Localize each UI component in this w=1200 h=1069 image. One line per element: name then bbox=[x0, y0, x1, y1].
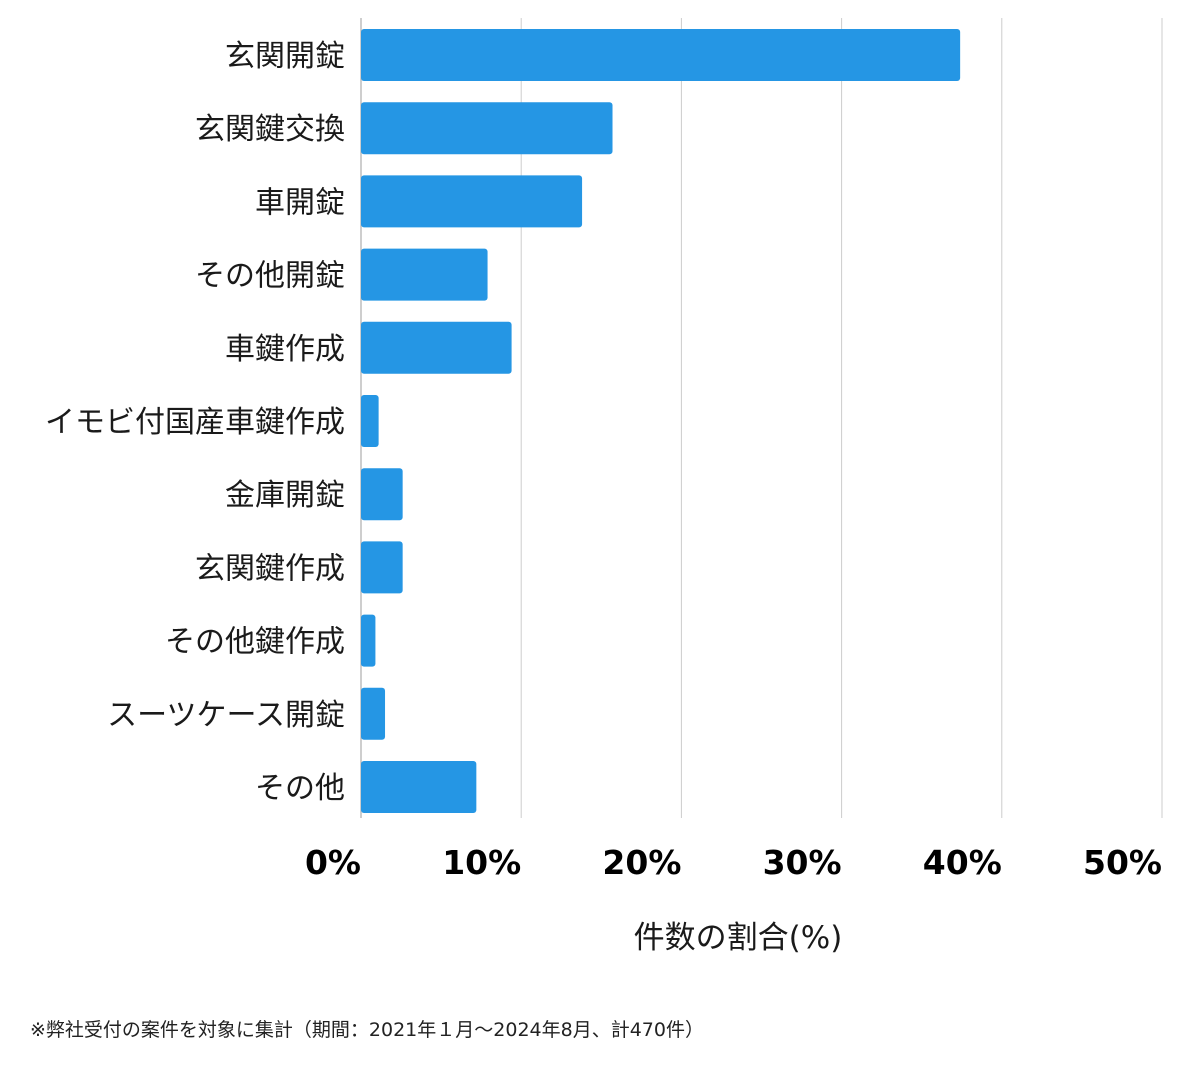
footnote: ※弊社受付の案件を対象に集計（期間：2021年１月〜2024年8月、計470件） bbox=[30, 1019, 704, 1041]
category-label: 玄関開錠 bbox=[225, 39, 345, 74]
bar-1 bbox=[361, 102, 613, 155]
x-tick-label: 0% bbox=[305, 843, 361, 882]
x-tick-label: 40% bbox=[923, 843, 1002, 882]
category-label: イモビ付国産車鍵作成 bbox=[45, 405, 345, 440]
category-label: その他開錠 bbox=[195, 259, 345, 294]
category-label: 玄関鍵作成 bbox=[195, 551, 345, 586]
category-label: その他 bbox=[255, 771, 345, 806]
category-label: 金庫開錠 bbox=[225, 478, 345, 513]
bar-10 bbox=[361, 761, 477, 813]
bar-8 bbox=[361, 614, 376, 667]
category-label: 玄関鍵交換 bbox=[195, 112, 345, 147]
x-tick-label: 20% bbox=[602, 843, 681, 882]
bar-7 bbox=[361, 541, 403, 594]
bar-0 bbox=[361, 29, 961, 81]
bars bbox=[361, 29, 961, 813]
x-tick-label: 50% bbox=[1083, 843, 1162, 882]
category-label: 車鍵作成 bbox=[225, 332, 345, 367]
x-tick-label: 10% bbox=[442, 843, 521, 882]
bar-2 bbox=[361, 175, 583, 228]
category-label: その他鍵作成 bbox=[165, 625, 345, 660]
category-label: スーツケース開錠 bbox=[107, 698, 345, 733]
category-label: 車開錠 bbox=[255, 185, 345, 220]
bar-5 bbox=[361, 395, 379, 447]
bar-3 bbox=[361, 248, 488, 301]
category-labels: 玄関開錠玄関鍵交換車開錠その他開錠車鍵作成イモビ付国産車鍵作成金庫開錠玄関鍵作成… bbox=[45, 39, 345, 806]
x-axis-title: 件数の割合(%) bbox=[634, 920, 843, 956]
bar-4 bbox=[361, 321, 512, 374]
x-tick-label: 30% bbox=[763, 843, 842, 882]
x-tick-labels: 0% 10% 20% 30% 40% 50% bbox=[305, 843, 1162, 882]
bar-9 bbox=[361, 687, 386, 740]
bar-6 bbox=[361, 468, 403, 521]
